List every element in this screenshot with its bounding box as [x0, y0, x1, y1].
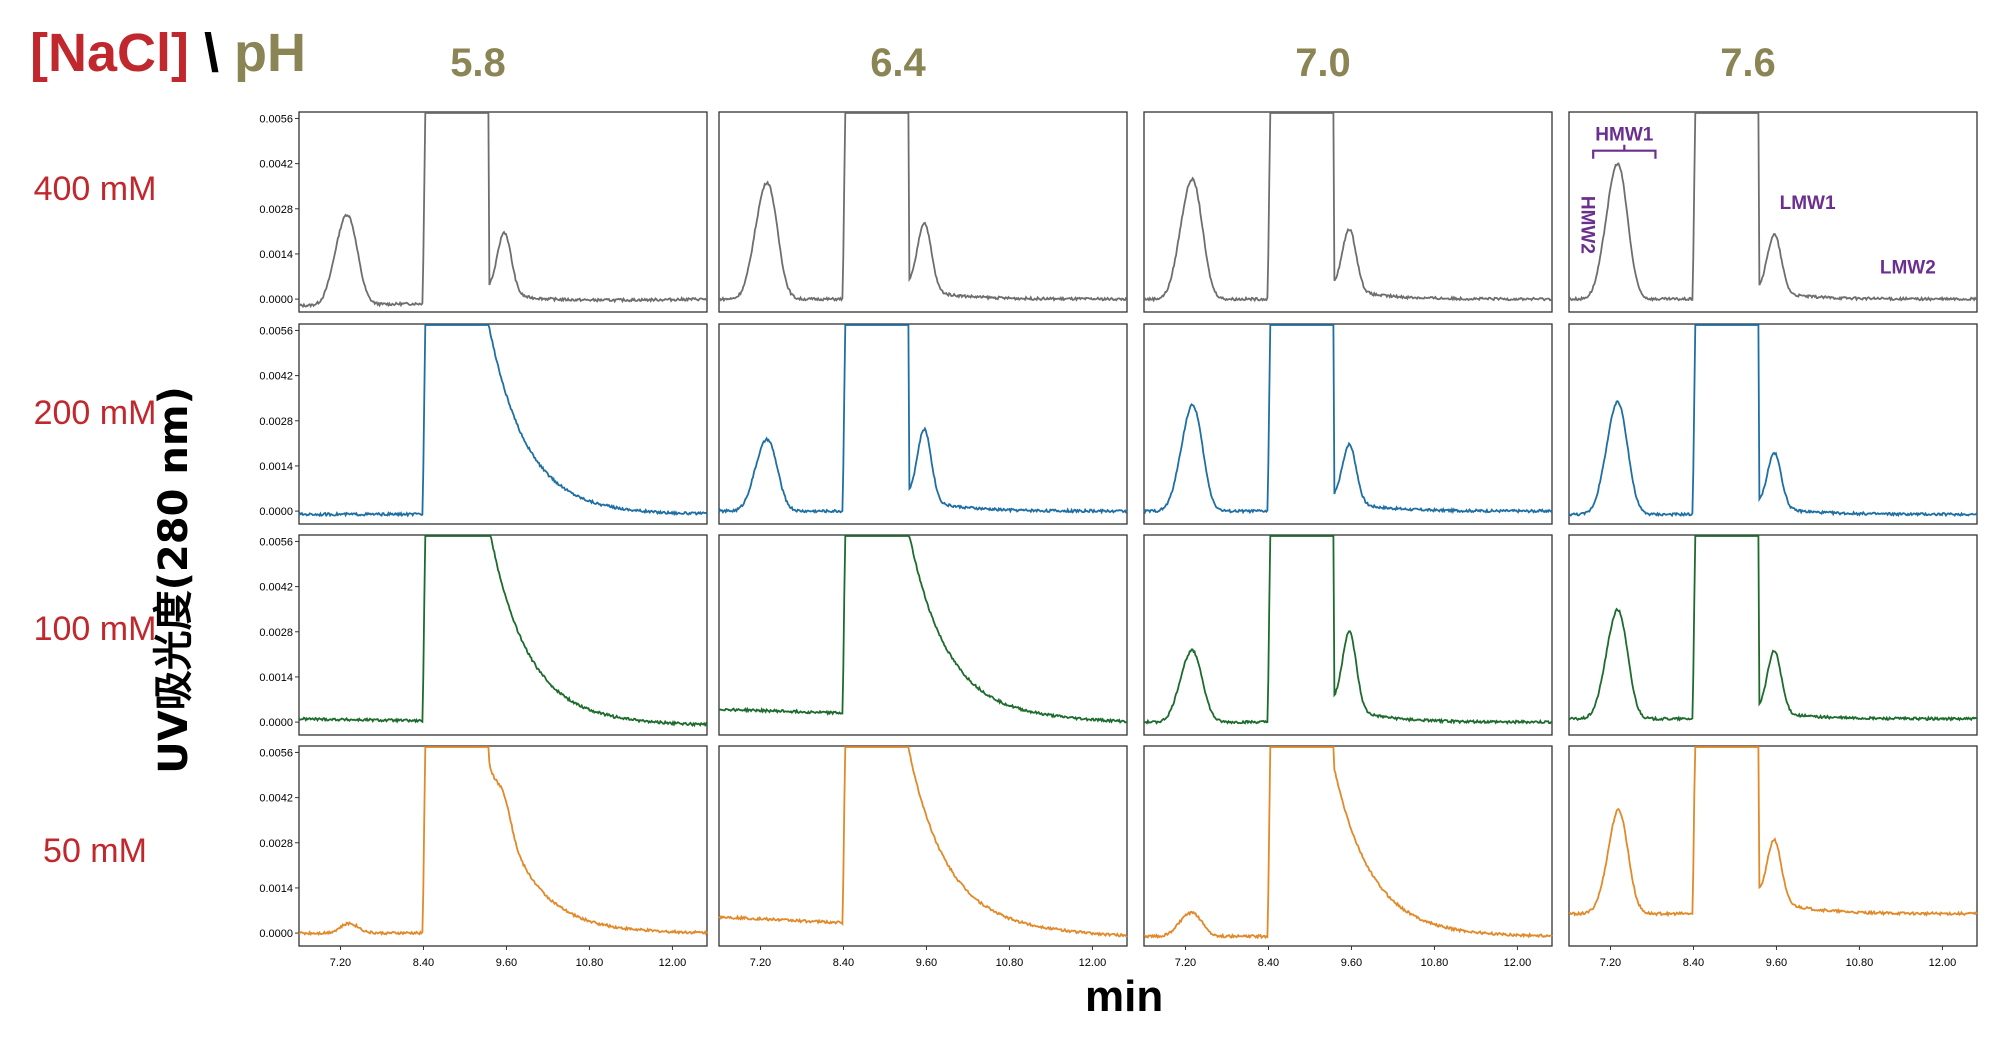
- row-header-nacl-400-mM: 400 mM: [34, 170, 157, 208]
- y-tick-label: 0.0056: [259, 113, 293, 125]
- chromatogram-trace-r3-c3: [1568, 746, 1978, 918]
- chromatogram-trace-r0-c0: [298, 112, 708, 309]
- panel-frame-r3-c3: [1568, 745, 1978, 947]
- chromatogram-trace-r0-c2: [1143, 112, 1553, 303]
- x-tick-label: 10.80: [1846, 957, 1874, 969]
- y-tick-label: 0.0000: [259, 294, 293, 306]
- row-header-nacl-100-mM: 100 mM: [34, 610, 157, 648]
- y-tick-label: 0.0014: [259, 883, 293, 895]
- nacl-header-label: [NaCl]: [30, 23, 189, 83]
- y-tick-label: 0.0028: [259, 416, 293, 428]
- panel-frame-r1-c0: [298, 323, 708, 525]
- annotation-lmw1: LMW1: [1780, 193, 1836, 214]
- column-header-ph-5.8: 5.8: [450, 41, 506, 85]
- y-tick-label: 0.0000: [259, 928, 293, 940]
- y-tick-label: 0.0042: [259, 159, 293, 171]
- y-tick-label: 0.0042: [259, 793, 293, 805]
- ph-header-label: pH: [234, 23, 307, 83]
- y-tick-label: 0.0000: [259, 506, 293, 518]
- x-tick-label: 10.80: [996, 957, 1024, 969]
- column-header-ph-7.6: 7.6: [1720, 41, 1776, 85]
- x-tick-label: 12.00: [1929, 957, 1957, 969]
- y-tick-label: 0.0028: [259, 627, 293, 639]
- chromatogram-trace-r0-c3: [1568, 112, 1978, 302]
- chromatogram-trace-r2-c0: [298, 535, 708, 728]
- row-header-nacl-50-mM: 50 mM: [43, 832, 147, 870]
- panel-frame-r3-c2: [1143, 745, 1553, 947]
- y-tick-label: 0.0028: [259, 204, 293, 216]
- x-tick-label: 10.80: [576, 957, 604, 969]
- y-tick-label: 0.0056: [259, 747, 293, 759]
- x-tick-label: 12.00: [659, 957, 687, 969]
- chromatogram-trace-r1-c3: [1568, 324, 1978, 518]
- x-tick-label: 7.20: [330, 957, 351, 969]
- x-tick-label: 9.60: [1341, 957, 1362, 969]
- x-axis-label: min: [1085, 972, 1164, 1021]
- y-tick-label: 0.0042: [259, 582, 293, 594]
- y-tick-label: 0.0056: [259, 536, 293, 548]
- chromatogram-trace-r2-c1: [718, 535, 1128, 724]
- panel-frame-r1-c3: [1568, 323, 1978, 525]
- header-separator: \: [204, 23, 220, 83]
- y-tick-label: 0.0014: [259, 461, 293, 473]
- panel-frame-r0-c2: [1143, 111, 1553, 313]
- x-tick-label: 7.20: [1175, 957, 1196, 969]
- panel-frame-r2-c1: [718, 534, 1128, 736]
- chromatogram-trace-r1-c0: [298, 324, 708, 518]
- chromatogram-trace-r0-c1: [718, 112, 1128, 303]
- chromatogram-trace-r3-c2: [1143, 746, 1553, 940]
- annotation-hmw2: HMW2: [1576, 196, 1597, 254]
- x-tick-label: 7.20: [1600, 957, 1621, 969]
- y-tick-label: 0.0056: [259, 325, 293, 337]
- panel-frame-r0-c0: [298, 111, 708, 313]
- panel-frame-r0-c1: [718, 111, 1128, 313]
- chromatogram-trace-r3-c1: [718, 746, 1128, 938]
- x-tick-label: 12.00: [1504, 957, 1532, 969]
- column-header-ph-6.4: 6.4: [870, 41, 926, 85]
- chromatogram-trace-r3-c0: [298, 746, 708, 937]
- chromatogram-trace-r2-c2: [1144, 535, 1553, 725]
- x-tick-label: 7.20: [750, 957, 771, 969]
- annotation-hmw1: HMW1: [1595, 125, 1653, 146]
- panel-frame-r3-c0: [298, 745, 708, 947]
- y-tick-label: 0.0000: [259, 717, 293, 729]
- corner-header: [NaCl] \ pH: [30, 22, 306, 84]
- y-tick-label: 0.0028: [259, 838, 293, 850]
- x-tick-label: 12.00: [1079, 957, 1107, 969]
- column-header-ph-7.0: 7.0: [1295, 41, 1351, 85]
- y-tick-label: 0.0014: [259, 672, 293, 684]
- y-tick-label: 0.0042: [259, 371, 293, 383]
- x-tick-label: 8.40: [413, 957, 434, 969]
- panel-frame-r1-c2: [1143, 323, 1553, 525]
- chromatogram-trace-r1-c2: [1143, 324, 1553, 515]
- panel-frame-r2-c0: [298, 534, 708, 736]
- x-tick-label: 8.40: [1683, 957, 1704, 969]
- x-tick-label: 8.40: [833, 957, 854, 969]
- row-header-nacl-200-mM: 200 mM: [34, 394, 157, 432]
- x-tick-label: 10.80: [1421, 957, 1449, 969]
- panel-frame-r3-c1: [718, 745, 1128, 947]
- x-tick-label: 9.60: [496, 957, 517, 969]
- x-tick-label: 9.60: [1766, 957, 1787, 969]
- panel-frame-r2-c3: [1568, 534, 1978, 736]
- panel-frame-r1-c1: [718, 323, 1128, 525]
- x-tick-label: 9.60: [916, 957, 937, 969]
- chromatogram-trace-r1-c1: [718, 324, 1128, 515]
- hmw1-bracket: [1592, 144, 1657, 159]
- y-tick-label: 0.0014: [259, 249, 293, 261]
- chromatogram-trace-r2-c3: [1568, 535, 1978, 722]
- annotation-lmw2: LMW2: [1880, 257, 1936, 278]
- x-tick-label: 8.40: [1258, 957, 1279, 969]
